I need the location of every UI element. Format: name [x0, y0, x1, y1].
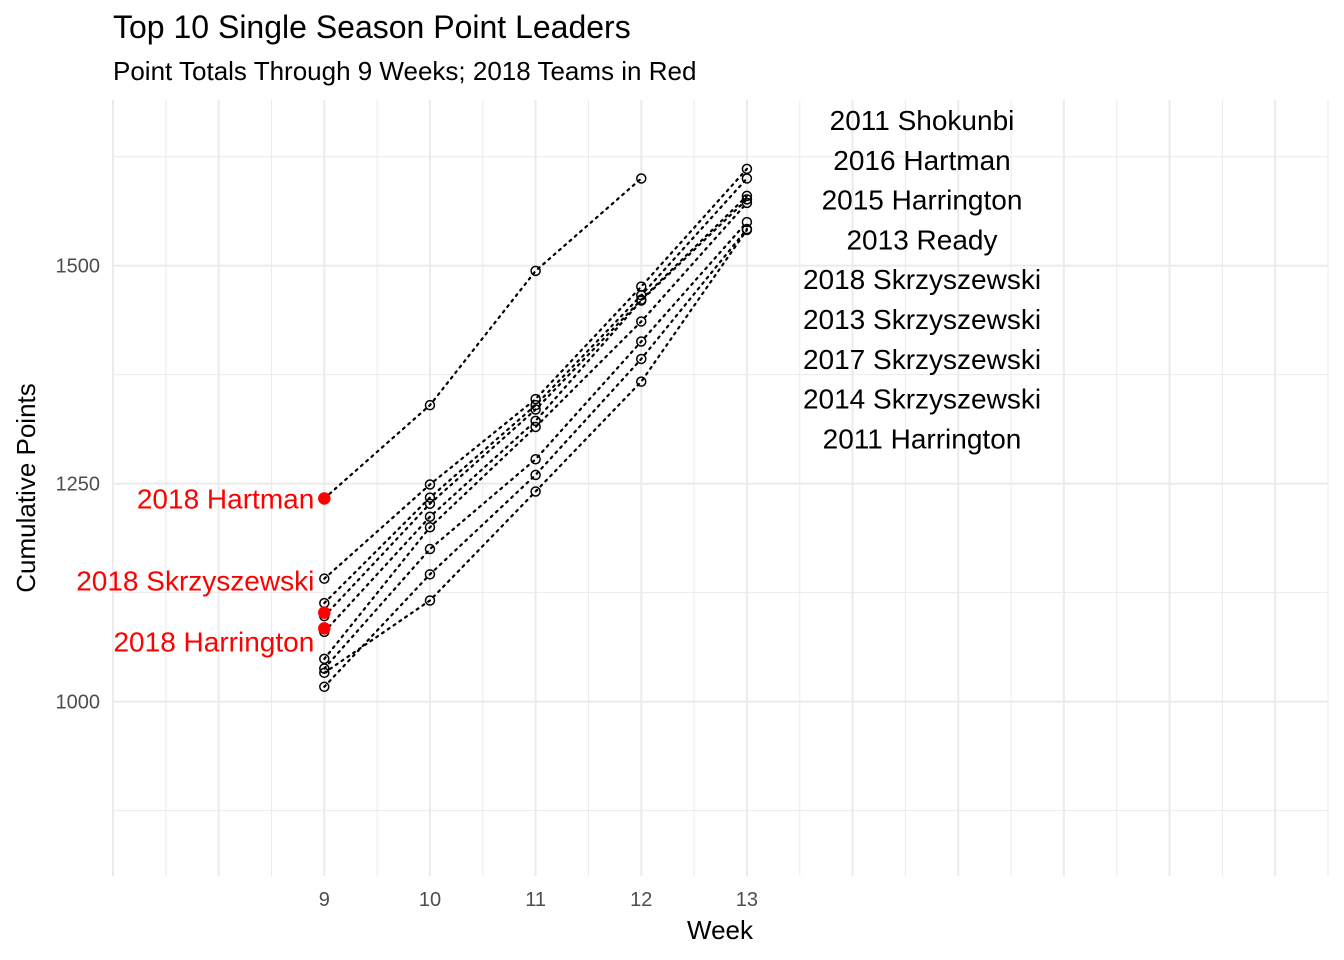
highlight-label-2018-skrzyszewski: 2018 Skrzyszewski	[76, 566, 314, 597]
data-point-2011-harrington	[741, 224, 753, 236]
data-point-2017-skrzyszewski	[424, 543, 436, 555]
data-point-2018-skrzyszewski	[318, 606, 331, 619]
axis-ticks: 9 10 11 12 13 1000 1250 1500	[56, 256, 759, 911]
data-point-2018-hartman	[636, 173, 647, 184]
data-point-2011-shokunbi	[530, 393, 541, 405]
data-point-2018-hartman	[530, 265, 541, 277]
y-tick-label: 1250	[56, 474, 101, 496]
y-axis-label: Cumulative Points	[11, 383, 41, 593]
data-point-2018-hartman	[318, 492, 331, 505]
data-point-2014-skrzyszewski	[319, 681, 330, 693]
data-point-2014-skrzyszewski	[636, 353, 647, 365]
data-point-2016-hartman	[741, 173, 753, 184]
series-label-2013-ready: 2013 Ready	[846, 224, 997, 255]
data-point-2015-harrington	[741, 190, 753, 202]
data-point-2011-shokunbi	[424, 479, 436, 490]
data-point-2016-hartman	[636, 290, 647, 301]
y-tick-label: 1000	[56, 692, 101, 714]
x-tick-label: 13	[736, 889, 758, 911]
data-point-2011-shokunbi	[319, 573, 330, 584]
x-tick-label: 10	[419, 889, 441, 911]
data-point-2014-skrzyszewski	[424, 569, 436, 580]
series-label-2011-shokunbi: 2011 Shokunbi	[830, 105, 1015, 136]
data-point-2011-harrington	[530, 486, 541, 497]
series-line-2013-skrzyszewski	[323, 201, 749, 660]
data-point-2013-skrzyszewski	[424, 521, 436, 533]
data-point-2013-ready	[741, 194, 753, 205]
chart-title: Top 10 Single Season Point Leaders	[113, 9, 631, 45]
series-label-2011-harrington: 2011 Harrington	[823, 423, 1022, 454]
x-axis-label: Week	[687, 915, 754, 945]
highlight-label-2018-hartman: 2018 Hartman	[137, 483, 314, 514]
series-line-2013-ready	[323, 198, 749, 633]
x-tick-label: 12	[630, 889, 652, 911]
x-tick-label: 11	[525, 889, 546, 911]
series-label-2013-skrzyszewski: 2013 Skrzyszewski	[803, 304, 1041, 335]
data-point-2017-skrzyszewski	[530, 453, 541, 465]
data-point-2013-skrzyszewski	[741, 197, 753, 209]
highlight-label-2018-harrington: 2018 Harrington	[113, 626, 314, 657]
series-line-2017-skrzyszewski	[323, 220, 749, 670]
data-point-2013-ready	[424, 511, 436, 523]
series-line-2014-skrzyszewski	[323, 227, 749, 688]
data-point-2013-skrzyszewski	[530, 421, 541, 433]
chart-subtitle: Point Totals Through 9 Weeks; 2018 Teams…	[113, 56, 696, 86]
data-point-2013-ready	[530, 415, 541, 427]
data-point-2018-harrington	[318, 622, 331, 635]
series-line-2011-harrington	[323, 228, 749, 674]
data-point-2018-hartman	[424, 399, 436, 411]
data-point-2015-harrington	[424, 498, 436, 509]
data-point-2017-skrzyszewski	[319, 663, 330, 674]
y-tick-label: 1500	[56, 256, 101, 278]
data-point-2011-harrington	[636, 376, 647, 387]
series-line-2011-shokunbi	[323, 167, 749, 580]
series-label-2017-skrzyszewski: 2017 Skrzyszewski	[803, 344, 1041, 375]
data-point-2011-harrington	[319, 667, 330, 679]
grid	[112, 100, 1329, 876]
series-labels: 2011 Shokunbi 2016 Hartman 2015 Harrington…	[76, 105, 1041, 657]
series-line-2018-hartman	[323, 177, 643, 500]
data-point-2013-skrzyszewski	[636, 316, 647, 327]
series-label-2018-skrzyszewski: 2018 Skrzyszewski	[803, 264, 1041, 295]
data-point-2014-skrzyszewski	[530, 469, 541, 481]
data-point-2013-ready	[636, 295, 647, 306]
data-point-2017-skrzyszewski	[741, 216, 753, 228]
data-point-2015-harrington	[530, 404, 541, 415]
data-point-2011-harrington	[424, 595, 436, 606]
x-tick-label: 9	[319, 889, 330, 911]
series-label-2016-hartman: 2016 Hartman	[833, 145, 1010, 176]
data-point-2017-skrzyszewski	[636, 336, 647, 347]
data-point-2016-hartman	[424, 492, 436, 503]
series-label-2015-harrington: 2015 Harrington	[822, 185, 1023, 216]
data-point-2016-hartman	[530, 399, 541, 411]
data-points	[318, 163, 753, 693]
series-label-2014-skrzyszewski: 2014 Skrzyszewski	[803, 384, 1041, 415]
